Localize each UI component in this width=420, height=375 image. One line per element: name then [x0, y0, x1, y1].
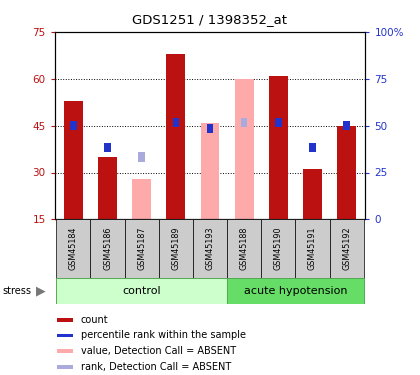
Bar	[70, 121, 77, 130]
Text: GDS1251 / 1398352_at: GDS1251 / 1398352_at	[132, 13, 288, 26]
Bar	[98, 157, 117, 219]
Bar	[57, 365, 73, 369]
Text: stress: stress	[2, 286, 31, 296]
Bar	[241, 118, 247, 127]
Text: GSM45186: GSM45186	[103, 227, 112, 270]
Bar	[193, 219, 227, 278]
Text: control: control	[122, 286, 161, 296]
Bar	[57, 350, 73, 353]
Bar	[227, 219, 261, 278]
Bar	[201, 123, 219, 219]
Text: GSM45189: GSM45189	[171, 226, 180, 270]
Bar	[303, 170, 322, 219]
Bar	[330, 219, 364, 278]
Bar	[57, 333, 73, 338]
Text: percentile rank within the sample: percentile rank within the sample	[81, 330, 246, 340]
Bar	[173, 118, 179, 127]
Bar	[125, 219, 159, 278]
Text: GSM45187: GSM45187	[137, 226, 146, 270]
Bar	[337, 126, 356, 219]
Bar	[235, 79, 254, 219]
Text: GSM45193: GSM45193	[205, 226, 215, 270]
Bar	[295, 219, 330, 278]
Text: GSM45192: GSM45192	[342, 226, 351, 270]
Bar	[104, 143, 111, 152]
Bar	[207, 124, 213, 134]
Bar	[90, 219, 125, 278]
Text: count: count	[81, 315, 108, 325]
Bar	[64, 100, 83, 219]
Text: GSM45184: GSM45184	[69, 227, 78, 270]
Text: GSM45188: GSM45188	[240, 227, 249, 270]
Bar	[57, 318, 73, 322]
Text: GSM45191: GSM45191	[308, 226, 317, 270]
Bar	[139, 152, 145, 162]
Bar	[269, 76, 288, 219]
Bar	[166, 54, 185, 219]
Bar	[56, 219, 90, 278]
Bar	[241, 118, 247, 127]
Bar	[56, 278, 227, 304]
Text: acute hypotension: acute hypotension	[244, 286, 347, 296]
Text: ▶: ▶	[37, 284, 46, 297]
Bar	[309, 143, 316, 152]
Bar	[159, 219, 193, 278]
Bar	[227, 278, 364, 304]
Bar	[343, 121, 350, 130]
Text: GSM45190: GSM45190	[274, 226, 283, 270]
Bar	[275, 118, 281, 127]
Text: value, Detection Call = ABSENT: value, Detection Call = ABSENT	[81, 346, 236, 356]
Text: rank, Detection Call = ABSENT: rank, Detection Call = ABSENT	[81, 362, 231, 372]
Bar	[261, 219, 295, 278]
Bar	[132, 179, 151, 219]
